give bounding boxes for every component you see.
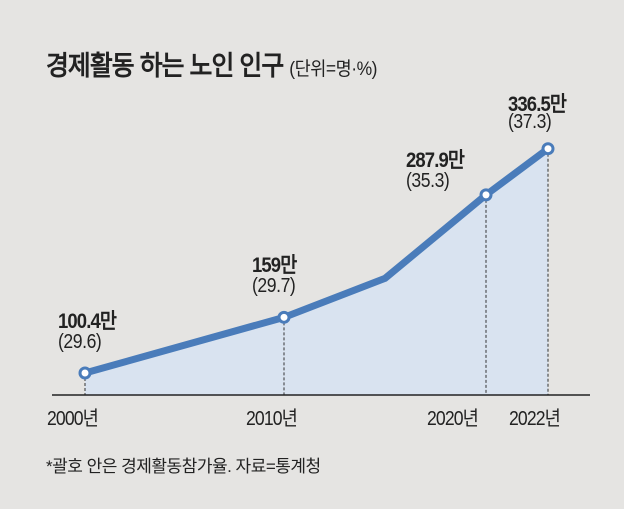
x-tick-2000: 2000년 — [47, 408, 99, 430]
value-label-2000: 100.4만 — [58, 310, 117, 333]
value-label-2010: 159만 — [252, 254, 297, 277]
x-tick-2020: 2020년 — [427, 408, 479, 430]
data-point-2022 — [541, 142, 555, 156]
rate-label-2022: (37.3) — [508, 111, 552, 133]
value-label-2022: 336.5만 — [508, 93, 567, 116]
x-tick-2010: 2010년 — [246, 408, 298, 430]
series-line — [81, 145, 552, 377]
area-fill — [85, 148, 548, 395]
chart-title: 경제활동 하는 노인 인구 (단위=명·%) — [46, 44, 378, 83]
value-label-2020: 287.9만 — [406, 149, 465, 172]
x-tick-2022: 2022년 — [509, 408, 561, 430]
data-point-2000 — [78, 366, 92, 380]
data-point-2020 — [479, 188, 493, 202]
unit-label: (단위=명·%) — [289, 59, 378, 80]
footnote: *괄호 안은 경제활동참가율. 자료=통계청 — [46, 457, 321, 476]
rate-label-2000: (29.6) — [58, 331, 102, 353]
title-text: 경제활동 하는 노인 인구 — [46, 51, 284, 81]
rate-label-2010: (29.7) — [252, 275, 296, 297]
data-point-2010 — [277, 310, 291, 324]
rate-label-2020: (35.3) — [406, 170, 450, 192]
